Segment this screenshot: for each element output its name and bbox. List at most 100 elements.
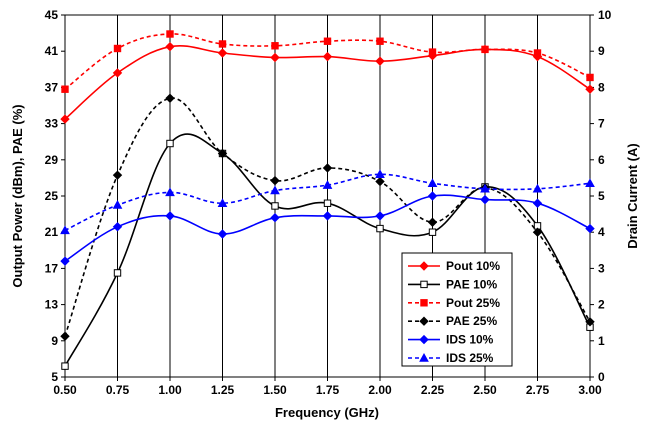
x-tick-label: 1.75 xyxy=(316,383,340,397)
data-point-pout-10 xyxy=(217,48,228,58)
series-ids-25 xyxy=(60,169,595,235)
x-tick-label: 2.25 xyxy=(421,383,445,397)
series-layer xyxy=(60,30,595,370)
data-point-pae-25 xyxy=(375,176,385,187)
data-point-pout-10 xyxy=(60,114,70,124)
y-left-tick-label: 41 xyxy=(45,44,59,58)
legend-entry-pae-10: PAE 10% xyxy=(408,277,497,291)
y-right-tick-label: 4 xyxy=(598,225,605,239)
legend-entry-ids-25: IDS 25% xyxy=(408,351,494,365)
data-point-pae-10 xyxy=(166,139,174,148)
data-point-pae-10 xyxy=(323,199,332,207)
legend-marker xyxy=(419,352,429,362)
data-point-pae-25 xyxy=(165,93,175,103)
data-point-pout-10 xyxy=(270,52,280,63)
x-tick-label: 2.50 xyxy=(473,383,497,397)
data-point-pout-25 xyxy=(271,42,279,50)
legend-entry-ids-10: IDS 10% xyxy=(408,333,494,347)
data-point-ids-25 xyxy=(217,198,228,207)
data-point-ids-25 xyxy=(112,200,123,209)
data-point-pae-25 xyxy=(322,163,333,173)
data-point-pout-10 xyxy=(165,41,175,52)
data-point-ids-10 xyxy=(217,229,228,239)
x-tick-label: 1.00 xyxy=(158,383,182,397)
y-right-tick-label: 2 xyxy=(598,298,605,312)
data-point-pout-25 xyxy=(586,73,594,82)
y-axis-left-title: Output Power (dBm), PAE (%) xyxy=(10,104,25,287)
data-point-pout-25 xyxy=(166,30,174,38)
data-point-ids-10 xyxy=(112,222,123,232)
legend-label: IDS 25% xyxy=(446,351,494,365)
x-axis-title: Frequency (GHz) xyxy=(275,405,379,420)
data-point-pae-25 xyxy=(585,317,595,327)
y-axis-right-title: Drain Current (A) xyxy=(625,143,640,248)
y-left-tick-label: 21 xyxy=(45,225,59,239)
y-left-tick-label: 9 xyxy=(51,334,58,348)
y-left-tick-label: 5 xyxy=(51,370,58,384)
data-point-pout-25 xyxy=(533,49,542,57)
data-point-pout-25 xyxy=(218,40,227,48)
data-point-pout-25 xyxy=(481,45,489,54)
data-point-pae-10 xyxy=(113,269,122,277)
y-right-tick-label: 0 xyxy=(598,370,605,384)
legend-label: Pout 10% xyxy=(446,259,500,273)
y-right-tick-label: 3 xyxy=(598,261,605,275)
data-point-ids-10 xyxy=(480,194,490,205)
legend-marker xyxy=(419,316,429,326)
y-right-tick-label: 8 xyxy=(598,80,605,94)
y-left-tick-label: 37 xyxy=(45,80,59,94)
series-line-pae-10 xyxy=(64,133,591,367)
data-point-pout-25 xyxy=(61,85,69,93)
data-point-pae-25 xyxy=(60,331,70,341)
series-pout-25 xyxy=(61,30,594,93)
legend-marker xyxy=(419,334,429,345)
data-point-pae-10 xyxy=(376,224,384,233)
data-point-ids-25 xyxy=(480,183,490,193)
data-point-ids-25 xyxy=(165,187,175,197)
data-point-pout-25 xyxy=(113,44,122,53)
legend-label: Pout 25% xyxy=(446,296,500,310)
legend-entry-pout-25: Pout 25% xyxy=(408,296,500,310)
data-point-ids-10 xyxy=(270,213,280,223)
legend-entry-pae-25: PAE 25% xyxy=(408,314,497,328)
x-tick-label: 0.75 xyxy=(106,383,130,397)
y-left-tick-label: 33 xyxy=(45,117,59,131)
tick-labels: 0.50 0.75 1.00 1.25 1.50 1.75 2.00 2.25 2.50 2.75… xyxy=(45,8,612,397)
legend-entry-pout-10: Pout 10% xyxy=(408,259,500,273)
data-point-ids-10 xyxy=(532,198,543,208)
data-point-ids-25 xyxy=(532,183,543,193)
data-point-pout-10 xyxy=(585,84,595,94)
x-tick-label: 3.00 xyxy=(578,383,602,397)
x-tick-label: 0.50 xyxy=(53,383,77,397)
series-ids-10 xyxy=(60,191,595,266)
data-point-pae-10 xyxy=(61,362,69,370)
data-point-ids-10 xyxy=(322,211,333,221)
data-point-ids-25 xyxy=(375,169,385,178)
y-right-tick-label: 1 xyxy=(598,334,605,348)
y-right-tick-label: 7 xyxy=(598,117,605,131)
data-point-ids-25 xyxy=(585,178,595,188)
data-point-ids-10 xyxy=(427,191,438,201)
x-tick-label: 2.00 xyxy=(368,383,392,397)
data-point-ids-25 xyxy=(270,185,280,195)
data-point-ids-25 xyxy=(60,225,70,235)
legend-marker xyxy=(420,299,428,307)
y-right-tick-label: 5 xyxy=(598,189,605,203)
data-point-pout-10 xyxy=(375,56,385,66)
series-line-pae-25 xyxy=(64,97,591,337)
legend: Pout 10% PAE 10% Pout 25% PAE 25% IDS 10% IDS… xyxy=(401,252,513,367)
y-left-tick-label: 29 xyxy=(45,153,59,167)
y-left-tick-label: 17 xyxy=(45,261,59,275)
x-tick-label: 1.50 xyxy=(263,383,287,397)
legend-marker xyxy=(419,261,429,271)
data-point-pout-25 xyxy=(428,48,437,56)
data-point-pae-25 xyxy=(217,148,228,159)
y-left-tick-label: 13 xyxy=(45,298,59,312)
legend-label: IDS 10% xyxy=(446,333,494,347)
data-point-pae-25 xyxy=(112,170,123,180)
data-point-pae-10 xyxy=(428,228,437,236)
y-right-tick-label: 9 xyxy=(598,44,605,58)
legend-label: PAE 25% xyxy=(446,314,497,328)
